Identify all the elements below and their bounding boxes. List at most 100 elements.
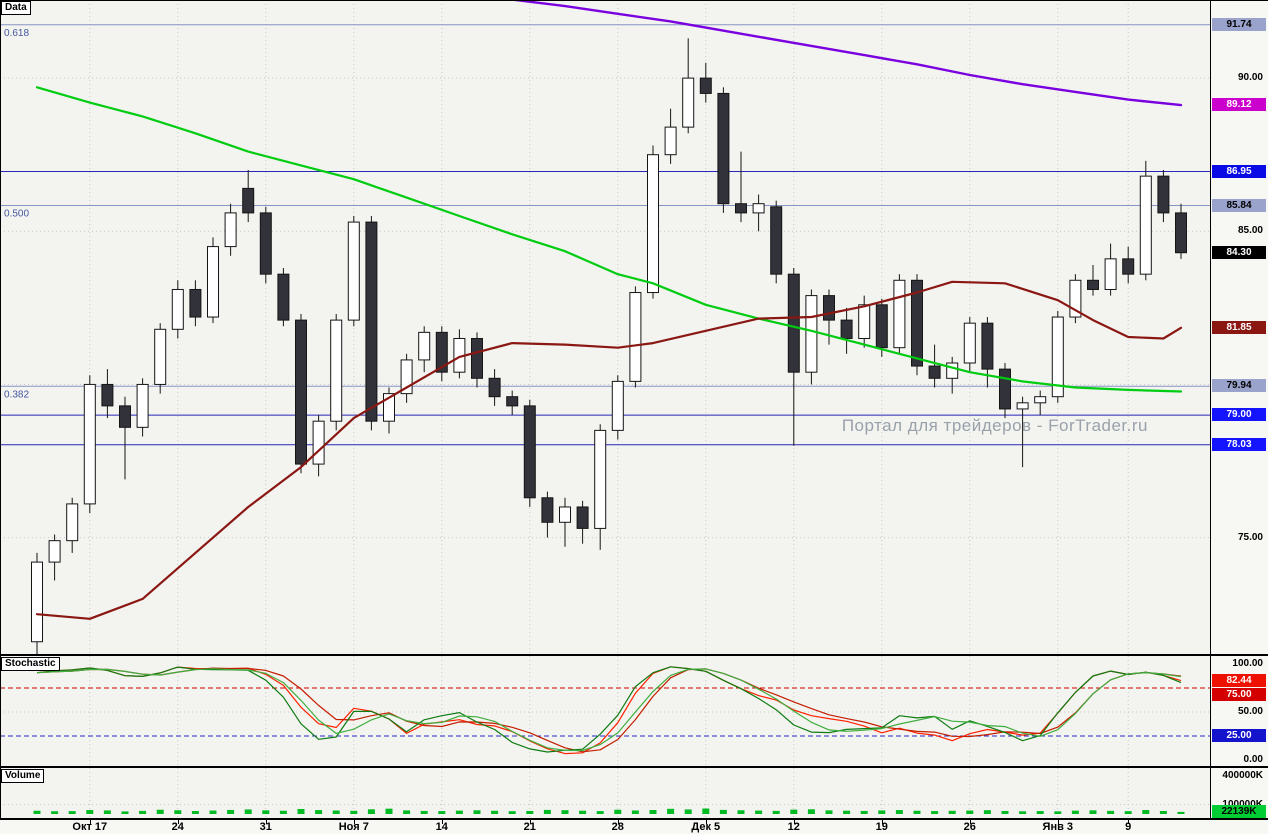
candle-body (136, 383, 149, 428)
volume-bar (1107, 810, 1115, 814)
ma-value-label-89.12: 89.12 (1212, 98, 1266, 112)
volume-bar (737, 810, 745, 814)
candle-body (559, 506, 571, 523)
panel-separator[interactable] (0, 766, 1268, 768)
stoch-value-label-25.00: 25.00 (1212, 729, 1266, 742)
candle-body (400, 359, 413, 395)
time-axis[interactable]: Окт 17 24 31 Ноя 7 14 21 28 Дек 5 12 19 26 Янв 3 9 (0, 820, 1268, 834)
candle-body (770, 206, 783, 275)
candle-body (735, 203, 747, 214)
level-price-label-79.00[interactable]: 79.00 (1212, 408, 1266, 422)
candle-body (365, 221, 378, 422)
price-panel: 0.618 0.500 0.382 Портал для трейдеров - F… (0, 0, 1210, 654)
panel-separator[interactable] (0, 818, 1268, 820)
candle-body (893, 279, 906, 349)
volume-bar (1159, 811, 1167, 814)
volume-bar (491, 810, 499, 814)
volume-bar (966, 810, 974, 814)
price-tick-label: 90.00 (1237, 72, 1263, 84)
volume-panel-tag[interactable]: Volume (1, 769, 45, 783)
candle-body (911, 279, 923, 367)
volume-bar (455, 810, 463, 814)
candle-body (66, 503, 79, 542)
volume-last-label: 22139K (1212, 805, 1266, 818)
last-price-label: 84.30 (1212, 245, 1266, 259)
volume-bar (702, 808, 710, 814)
stochastic-chart-canvas (0, 656, 1210, 766)
time-tick-label: 24 (171, 821, 184, 833)
stoch-value-label-75.00: 75.00 (1212, 687, 1266, 701)
volume-bar (719, 809, 727, 814)
candle-body (277, 273, 290, 321)
ma-darkred-line (35, 280, 1183, 620)
candle-body (787, 273, 800, 373)
fib-level-label: 0.382 (4, 389, 29, 400)
candle-body (840, 319, 853, 339)
volume-bar (244, 809, 252, 814)
candle-body (119, 405, 131, 428)
volume-tick-label: 400000K (1222, 770, 1263, 781)
time-tick-label: 14 (435, 821, 448, 833)
volume-bar (895, 810, 903, 814)
volume-bar (579, 810, 587, 814)
candle-body (83, 383, 96, 505)
volume-bar (315, 810, 323, 814)
price-panel-tag[interactable]: Data (1, 1, 31, 15)
candle-body (717, 92, 730, 205)
volume-bar (1019, 811, 1027, 814)
price-axis[interactable]: 90.00 85.00 75.00 91.74 86.95 85.84 79.94 79.00… (1210, 0, 1268, 818)
volume-bar (191, 811, 199, 814)
level-price-label-86.95[interactable]: 86.95 (1212, 164, 1266, 178)
stochastic-panel: Stochastic (0, 656, 1210, 766)
time-tick-label: Дек 5 (691, 821, 721, 833)
volume-bar (1177, 811, 1185, 814)
stoch-value-label-82.44: 82.44 (1212, 673, 1266, 687)
level-price-label-85.84: 85.84 (1212, 198, 1266, 212)
candle-body (1175, 212, 1187, 254)
volume-bar (790, 809, 798, 814)
volume-bar (51, 811, 59, 814)
time-tick-label: 28 (611, 821, 624, 833)
time-tick-label: 21 (523, 821, 536, 833)
volume-bar (332, 810, 340, 814)
candle-body (928, 365, 941, 379)
stochastic-panel-tag[interactable]: Stochastic (1, 657, 60, 671)
volume-bar (948, 810, 956, 814)
time-tick-mark (1057, 820, 1059, 824)
time-tick-mark (705, 820, 707, 824)
ma-value-label-81.85: 81.85 (1212, 320, 1266, 334)
candle-body (1034, 396, 1047, 404)
volume-bar (860, 810, 868, 814)
candle-body (981, 322, 994, 370)
time-tick-mark (881, 820, 883, 824)
watermark-text: Портал для трейдеров - ForTrader.ru (841, 416, 1148, 435)
candle-body (171, 288, 184, 330)
time-tick-label: 31 (259, 821, 272, 833)
panel-separator[interactable] (0, 654, 1268, 656)
volume-bar (438, 811, 446, 814)
volume-bar (68, 811, 76, 814)
volume-bar (561, 810, 569, 814)
stoch-tick-label: 50.00 (1237, 706, 1263, 717)
volume-bar (156, 809, 164, 814)
volume-bar (103, 810, 111, 814)
volume-bar (174, 810, 182, 814)
candle-body (418, 331, 431, 361)
time-tick-label: 12 (787, 821, 800, 833)
volume-bar (825, 810, 833, 814)
candle-body (611, 380, 624, 431)
ma-green-line (35, 86, 1183, 393)
candle-body (963, 322, 976, 364)
candle-body (1016, 402, 1029, 410)
volume-bar (121, 811, 129, 814)
stochastic-line-14-k (36, 666, 1182, 755)
volume-bar (227, 809, 235, 814)
left-border (0, 0, 1, 818)
time-tick-mark (89, 820, 91, 824)
level-price-label-78.03[interactable]: 78.03 (1212, 437, 1266, 451)
volume-bar (350, 810, 358, 814)
candle-body (805, 295, 818, 373)
time-tick-mark (529, 820, 531, 824)
stochastic-line-14-d (36, 667, 1182, 753)
candle-body (1069, 279, 1082, 318)
